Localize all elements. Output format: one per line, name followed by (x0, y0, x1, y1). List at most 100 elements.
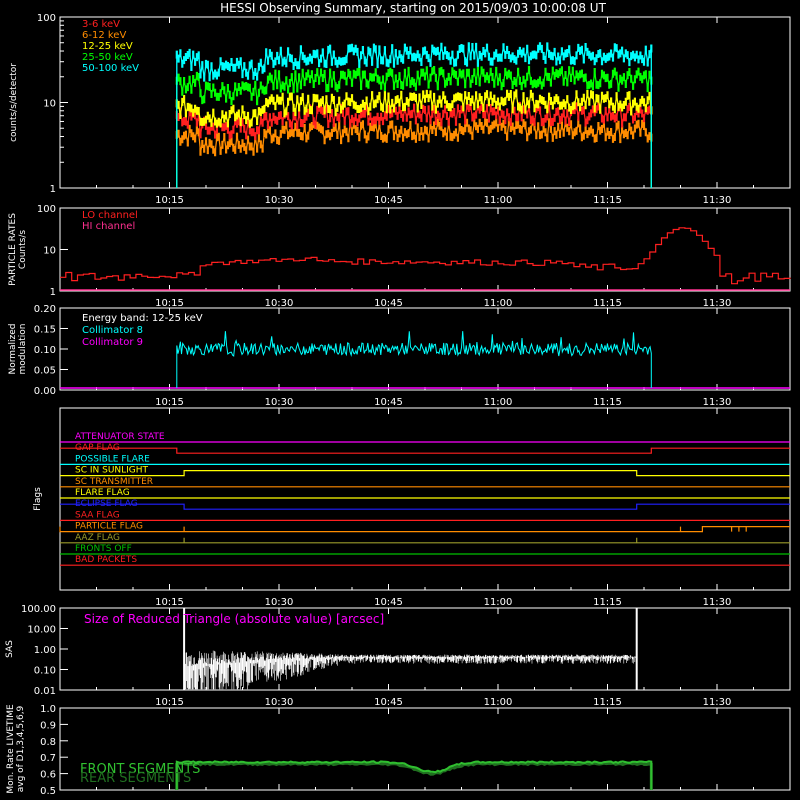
livetime-ylabel: Mon. Rate LIVETIME avg of D1,3,4,5,6,9 (6, 704, 26, 794)
livetime-ylabel-line: avg of D1,3,4,5,6,9 (16, 705, 26, 792)
flag-label: GAP FLAG (75, 443, 120, 453)
count-rates-band (175, 42, 653, 82)
flags-xtick-label: 11:15 (593, 597, 622, 608)
modulation-xtick-label: 11:15 (593, 397, 622, 408)
flag-line (59, 526, 790, 533)
particle-rates-xtick-label: 10:15 (155, 298, 184, 309)
modulation-legend-c8: Collimator 8 (82, 325, 143, 336)
count-rates-ytick-label: 1 (50, 184, 56, 195)
sas-line (183, 650, 637, 690)
sas-ytick-label: 1.00 (34, 645, 56, 656)
sas-ylabel-line: SAS (5, 640, 15, 658)
count-rates-xtick-label: 11:15 (593, 195, 622, 206)
count-rates-legend-0: 3-6 keV (82, 19, 120, 30)
sas-xtick-label: 10:45 (374, 697, 403, 708)
livetime-ytick-label: 0.9 (40, 720, 56, 731)
flag-label: SAA FLAG (75, 510, 120, 520)
modulation-legend-c9: Collimator 9 (82, 337, 143, 348)
count-rates-legend-2: 12-25 keV (82, 41, 133, 52)
count-rates-ytick-label: 10 (43, 99, 56, 110)
flag-line (60, 537, 790, 544)
livetime-ylabel-line: Mon. Rate LIVETIME (6, 704, 16, 794)
sas-xtick-label: 11:30 (703, 697, 732, 708)
count-rates-series-1 (175, 117, 653, 188)
particle-rates-ylabel: PARTICLE RATES Counts/s (8, 213, 28, 286)
sas-xtick-label: 10:30 (265, 697, 294, 708)
modulation-xtick-label: 11:30 (703, 397, 732, 408)
flag-8: PARTICLE FLAG (59, 522, 790, 533)
flag-line (60, 470, 790, 477)
flags-ylabel-line: Flags (33, 487, 43, 511)
modulation-c8-line (176, 331, 652, 388)
livetime-ytick-label: 0.7 (40, 753, 56, 764)
modulation-ytick-label: 0.05 (34, 366, 56, 377)
flag-0: ATTENUATOR STATE (60, 432, 790, 443)
sas-ytick-label: 0.10 (34, 666, 56, 677)
modulation-ytick-label: 0.15 (34, 325, 56, 336)
particle-rates-ytick-label: 10 (43, 246, 56, 257)
flag-label: AAZ FLAG (75, 533, 120, 543)
count-rates-legend-3: 25-50 keV (82, 52, 133, 63)
modulation-xtick-label: 10:30 (265, 397, 294, 408)
flag-label: FLARE FLAG (75, 488, 130, 498)
flag-7: SAA FLAG (60, 510, 790, 521)
particle-rates-ylabel-line: PARTICLE RATES (8, 213, 18, 286)
livetime-line-0 (175, 761, 653, 790)
livetime-ytick-label: 0.6 (40, 770, 56, 781)
flags-xtick-label: 10:15 (155, 597, 184, 608)
flag-1: GAP FLAG (60, 443, 790, 454)
livetime-ytick-label: 0.5 (40, 786, 56, 797)
sas-xtick-label: 10:15 (155, 697, 184, 708)
flag-label: ATTENUATOR STATE (75, 432, 165, 442)
flag-label: ECLIPSE FLAG (75, 499, 138, 509)
panels: 10:15 10:30 10:45 11:00 11:15 11:30 counts/s/d… (5, 13, 791, 797)
count-rates-ylabel: counts/s/detector (9, 63, 19, 142)
flags-xtick-label: 11:30 (703, 597, 732, 608)
sas-ytick-label: 100.00 (21, 604, 56, 615)
flag-5: FLARE FLAG (60, 488, 790, 499)
count-rates-legend-1: 6-12 keV (82, 30, 126, 41)
count-rates-series-4 (175, 42, 653, 188)
modulation-xtick-label: 10:45 (374, 397, 403, 408)
sas-xtick-label: 11:15 (593, 697, 622, 708)
modulation-ylabel: Normalized modulation (8, 323, 28, 374)
modulation-xtick-label: 10:15 (155, 397, 184, 408)
flag-3: SC IN SUNLIGHT (60, 466, 790, 477)
count-rates-ytick-label: 100 (37, 13, 56, 24)
flag-line (60, 447, 790, 454)
livetime-ytick-label: 0.8 (40, 737, 56, 748)
flag-label: PARTICLE FLAG (75, 522, 143, 532)
particle-legend-hi: HI channel (82, 221, 135, 232)
count-rates-xtick-label: 10:15 (155, 195, 184, 206)
count-rates-xtick-label: 11:00 (484, 195, 513, 206)
flag-9: AAZ FLAG (60, 533, 790, 544)
modulation-ylabel-line: modulation (18, 324, 28, 375)
count-rates-legend-4: 50-100 keV (82, 63, 139, 74)
count-rates-xtick-label: 11:30 (703, 195, 732, 206)
modulation-xtick-label: 11:00 (484, 397, 513, 408)
livetime-legend-rear: REAR SEGMENTS (80, 771, 191, 786)
flags-ylabel: Flags (33, 487, 43, 511)
sas-xtick-label: 11:00 (484, 697, 513, 708)
particle-rates-ylabel-line: Counts/s (18, 230, 28, 269)
particle-rates-ytick-label: 1 (50, 287, 56, 298)
particle-legend-lo: LO channel (82, 210, 138, 221)
flag-line (60, 503, 790, 510)
sas-ytick-label: 10.00 (27, 625, 56, 636)
particle-rates-frame (59, 207, 791, 292)
flags-xtick-label: 11:00 (484, 597, 513, 608)
flags-xtick-label: 10:45 (374, 597, 403, 608)
flag-label: FRONTS OFF (75, 544, 132, 554)
flag-label: SC IN SUNLIGHT (75, 466, 149, 476)
flag-11: BAD PACKETS (60, 555, 790, 566)
modulation-ytick-label: 0.10 (34, 345, 56, 356)
modulation-annotation: Energy band: 12-25 keV (82, 313, 203, 324)
flag-label: BAD PACKETS (75, 555, 137, 565)
modulation-ytick-label: 0.00 (34, 386, 56, 397)
particle-rates-xtick-label: 11:15 (593, 298, 622, 309)
livetime-line-1 (175, 760, 653, 790)
modulation-ylabel-line: Normalized (8, 323, 18, 374)
sas-ylabel: SAS (5, 640, 15, 658)
sas-ytick-label: 0.01 (34, 686, 56, 697)
